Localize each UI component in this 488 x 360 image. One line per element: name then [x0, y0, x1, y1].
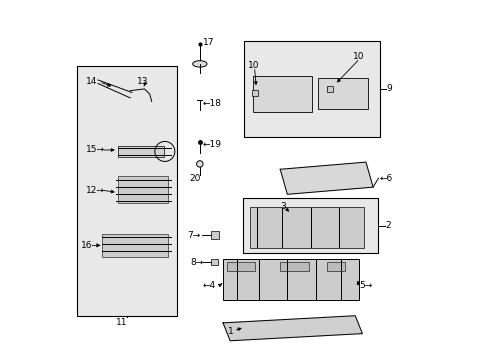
Bar — [223, 258, 358, 300]
Bar — [210, 258, 218, 265]
Ellipse shape — [192, 61, 206, 67]
Text: 17: 17 — [203, 38, 215, 47]
Bar — [326, 86, 332, 93]
Text: ←4: ←4 — [202, 281, 215, 290]
Bar — [118, 146, 164, 157]
Bar — [210, 231, 219, 239]
Bar — [102, 234, 167, 257]
Text: 12→: 12→ — [85, 185, 104, 194]
Text: 9: 9 — [386, 84, 392, 93]
Text: 15→: 15→ — [85, 145, 104, 154]
Bar — [251, 90, 258, 96]
Text: 10: 10 — [247, 61, 259, 70]
Text: 11: 11 — [115, 318, 127, 327]
Bar — [242, 198, 378, 253]
Bar — [253, 76, 312, 112]
Polygon shape — [280, 162, 372, 194]
Text: ←6: ←6 — [379, 174, 392, 183]
Polygon shape — [223, 316, 362, 341]
Ellipse shape — [196, 161, 203, 167]
Text: 14: 14 — [85, 77, 97, 86]
Bar — [77, 66, 176, 316]
Text: 3: 3 — [280, 202, 285, 211]
Text: 5→: 5→ — [359, 281, 372, 290]
Text: 8→: 8→ — [190, 258, 203, 267]
Text: 2: 2 — [385, 221, 390, 230]
Bar — [317, 78, 367, 109]
Text: ←18: ←18 — [202, 99, 221, 108]
Text: 13: 13 — [137, 77, 148, 86]
Text: 10: 10 — [353, 52, 364, 61]
Text: 20: 20 — [189, 174, 200, 183]
Text: 1: 1 — [228, 327, 234, 336]
Bar — [280, 262, 308, 271]
Bar — [226, 262, 255, 271]
Bar — [326, 262, 344, 271]
Text: 7→: 7→ — [187, 231, 200, 240]
Bar — [244, 41, 380, 137]
Bar — [249, 207, 364, 248]
Text: ←19: ←19 — [202, 140, 221, 149]
Bar — [118, 176, 167, 203]
Text: 16→: 16→ — [81, 241, 100, 250]
